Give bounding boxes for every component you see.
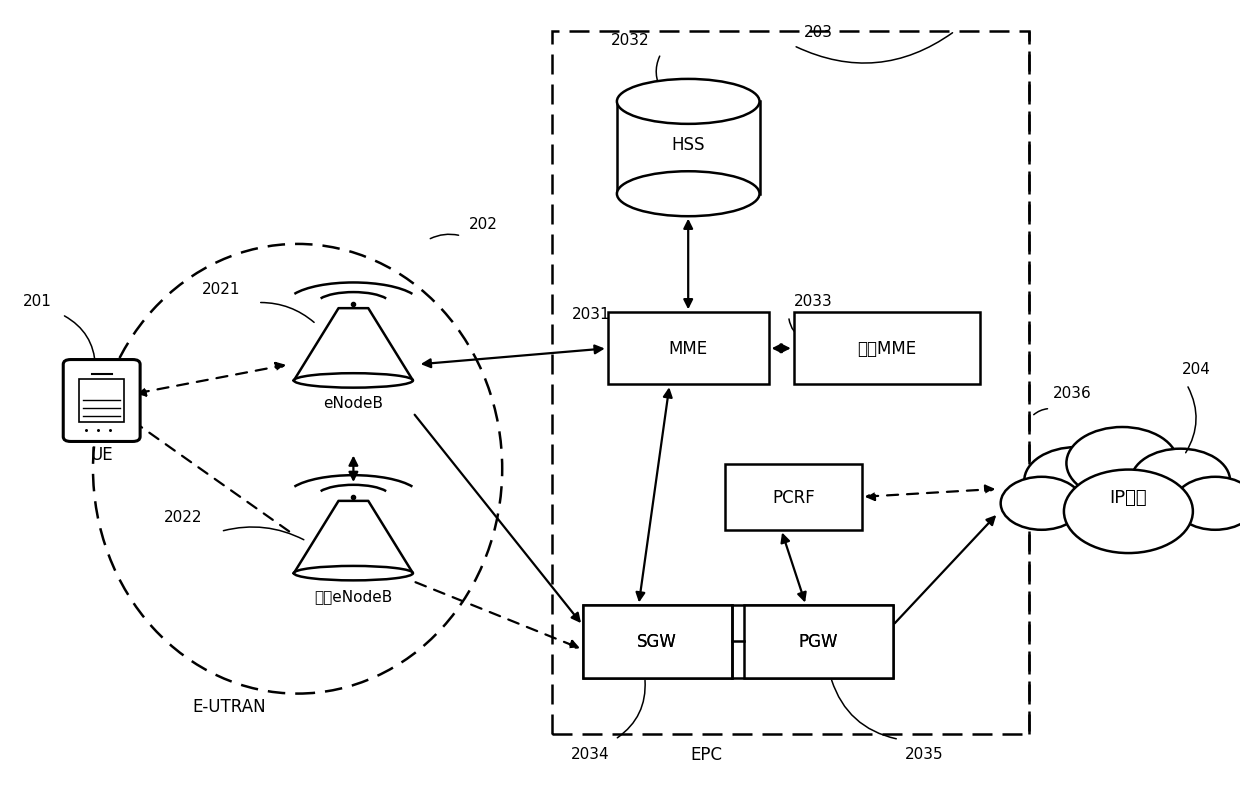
Text: PGW: PGW (799, 633, 838, 650)
Circle shape (1001, 477, 1083, 530)
FancyBboxPatch shape (63, 360, 140, 442)
Circle shape (1064, 470, 1193, 553)
Circle shape (1024, 448, 1128, 515)
Circle shape (1131, 449, 1230, 513)
Bar (583, 606, 893, 678)
Text: eNodeB: eNodeB (324, 396, 383, 411)
Text: 其它MME: 其它MME (857, 340, 916, 358)
Text: 202: 202 (469, 217, 498, 232)
Text: 203: 203 (804, 25, 833, 39)
Text: 其它eNodeB: 其它eNodeB (314, 589, 393, 603)
Text: 2031: 2031 (572, 307, 611, 322)
Bar (618, 102, 759, 194)
Text: SGW: SGW (637, 633, 677, 650)
Ellipse shape (294, 566, 413, 581)
Text: IP业务: IP业务 (1110, 488, 1147, 506)
Polygon shape (294, 309, 413, 381)
Bar (794, 313, 980, 385)
Circle shape (1066, 427, 1178, 500)
Text: 201: 201 (22, 294, 52, 308)
Text: E-UTRAN: E-UTRAN (192, 697, 267, 715)
Text: 2035: 2035 (904, 747, 944, 761)
Text: HSS: HSS (671, 136, 706, 153)
Text: PCRF: PCRF (773, 488, 815, 506)
Text: UE: UE (91, 446, 113, 464)
Text: 2022: 2022 (164, 510, 203, 525)
Bar (725, 464, 862, 530)
Ellipse shape (618, 80, 759, 125)
Text: 2032: 2032 (610, 33, 650, 47)
Ellipse shape (294, 374, 413, 388)
Polygon shape (294, 501, 413, 573)
Text: 2021: 2021 (201, 282, 241, 296)
Text: 2036: 2036 (1053, 386, 1092, 400)
Text: 2033: 2033 (794, 294, 833, 308)
Circle shape (1174, 477, 1240, 530)
Bar (583, 606, 732, 678)
Bar (608, 313, 769, 385)
Text: MME: MME (668, 340, 708, 358)
Bar (79, 379, 124, 423)
Text: 2034: 2034 (570, 747, 610, 761)
Ellipse shape (618, 172, 759, 217)
Bar (744, 606, 893, 678)
Text: SGW: SGW (637, 633, 677, 650)
Text: EPC: EPC (691, 745, 723, 763)
Text: 204: 204 (1182, 362, 1211, 376)
Text: PGW: PGW (799, 633, 838, 650)
